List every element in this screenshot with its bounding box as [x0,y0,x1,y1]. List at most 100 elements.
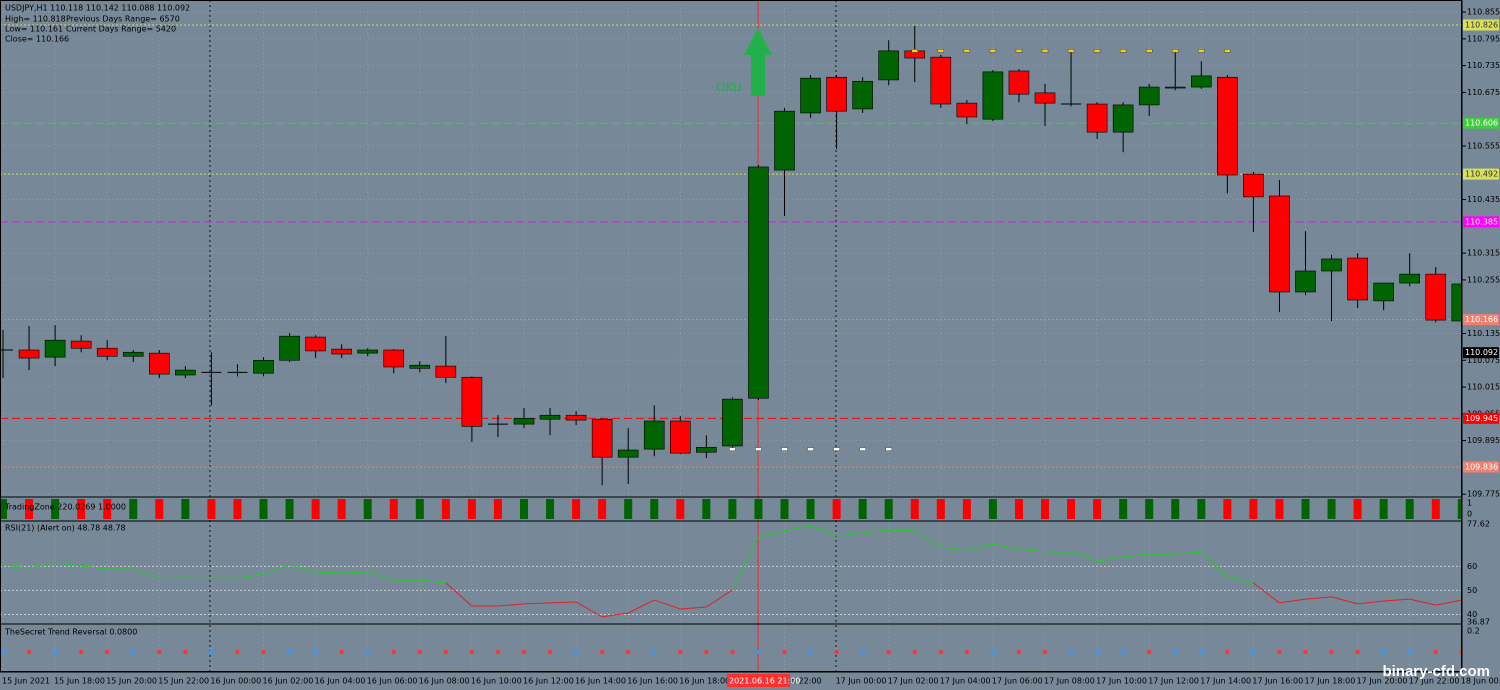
reversal-dot [1068,649,1074,655]
x-tick-label: 16 Jun 02:00 [263,677,314,686]
reversal-dot [209,649,214,655]
zone-bar [520,499,528,519]
rsi-segment [1409,598,1436,606]
rsi-segment [836,532,863,537]
zone-bar [1014,499,1023,519]
y-tick-label: 110.735 [1467,61,1500,70]
header-line: Low= 110.161 [5,25,63,34]
reversal-dot [313,649,318,655]
reversal-dot [834,649,839,655]
panel-borders [0,0,1463,673]
x-tick-label: 17 Jun 20:00 [1357,677,1408,686]
candle-body [1008,70,1030,95]
signal-mark [1119,49,1127,53]
candle-body [539,414,561,420]
candle-body [1269,195,1290,293]
candle-body [18,349,40,359]
zone-bar [884,499,893,519]
reversal-dot [417,649,422,655]
candle-body [149,352,170,375]
rsi-segment [758,530,785,538]
reversal-dot [730,649,735,655]
reversal-dot [443,649,449,655]
rsi-segment [1305,596,1332,600]
current-price-box [1463,347,1499,359]
zone-bar [598,499,607,519]
candle-body [1191,75,1212,88]
zone-bar [493,499,502,519]
candle-body [774,110,795,171]
rsi-segment [2,564,30,569]
zone-bar [1353,499,1362,519]
zone-bar [650,499,659,519]
reversal-dot [912,649,917,655]
zone-bar [546,499,555,519]
reversal-dot [469,649,475,655]
x-tick-label: 15 Jun 2021 [2,677,50,686]
x-tick-label: 16 Jun 14:00 [575,677,626,686]
rsi-segment [1435,599,1462,606]
rsi-segment [706,589,733,608]
candle-body [565,414,587,421]
reversal-dot [495,649,501,655]
zone-bar [1093,499,1102,519]
candle-body [435,365,457,378]
zone-bar [1301,499,1310,519]
candle-body [852,80,873,110]
level-label: 110.826 [1465,21,1498,30]
reversal-dot [365,649,370,655]
reversal-dot [1042,649,1048,655]
rsi-segment [888,529,915,532]
candle-body [357,349,379,354]
reversal-dot [1251,649,1256,655]
panel-title: TradingZone 220.0269 1.0000 [4,503,126,512]
x-tick-label: 17 Jun 16:00 [1252,677,1303,686]
rsi-segment [940,546,967,551]
rsi-segment [1123,553,1150,558]
reversal-dot [105,649,110,655]
x-tick-label: 17 Jun 08:00 [1044,677,1095,686]
x-tick-label: 16 Jun 16:00 [627,677,678,686]
signal-mark [1067,49,1075,53]
zone-bar [728,499,737,519]
reversal-dot [1225,649,1230,655]
watermark: binary-cfd.com [1382,663,1490,680]
zone-bar [207,499,216,519]
rsi-segment [55,562,82,567]
reversal-dot [626,649,631,655]
zone-bar [936,499,945,519]
y-tick-label: 110.135 [1467,329,1500,338]
x-tick-label: 17 Jun 18:00 [1305,677,1356,686]
reversal-dot [1016,649,1022,655]
reversal-dot [1173,649,1178,655]
rsi-segment [28,562,56,569]
zone-bar [1327,499,1336,519]
reversal-dot [547,649,553,655]
header: USDJPY,H1 110.118 110.142 110.088 110.09… [5,4,190,44]
rsi-segment [341,571,368,574]
zone-bar [1379,499,1388,519]
y-tick-label: 110.555 [1467,141,1500,150]
candle-body [1295,270,1316,293]
x-tick-label: 16 Jun 10:00 [471,677,522,686]
candle-body [383,349,405,368]
current-price-label: 110.092 [1465,348,1498,357]
rsi-segment [550,601,577,604]
reversal-dot [1277,649,1282,655]
zone-bar [676,499,685,519]
x-tick-label: 16 Jun 12:00 [523,677,574,686]
header-line: Close= 110.166 [5,35,69,44]
signal-mark [1224,49,1231,53]
level-label-box [1463,461,1499,473]
x-tick-label: 15 Jun 20:00 [106,677,157,686]
rsi-segment [654,599,681,610]
rsi-segment [1279,598,1306,604]
reversal-dot [1381,649,1386,655]
zone-bar [181,499,190,519]
reversal-dot [756,649,761,655]
signal-mark [937,49,944,53]
signal-mark [885,447,892,451]
reversal-dot [1303,649,1308,655]
zone-bar [858,499,867,519]
